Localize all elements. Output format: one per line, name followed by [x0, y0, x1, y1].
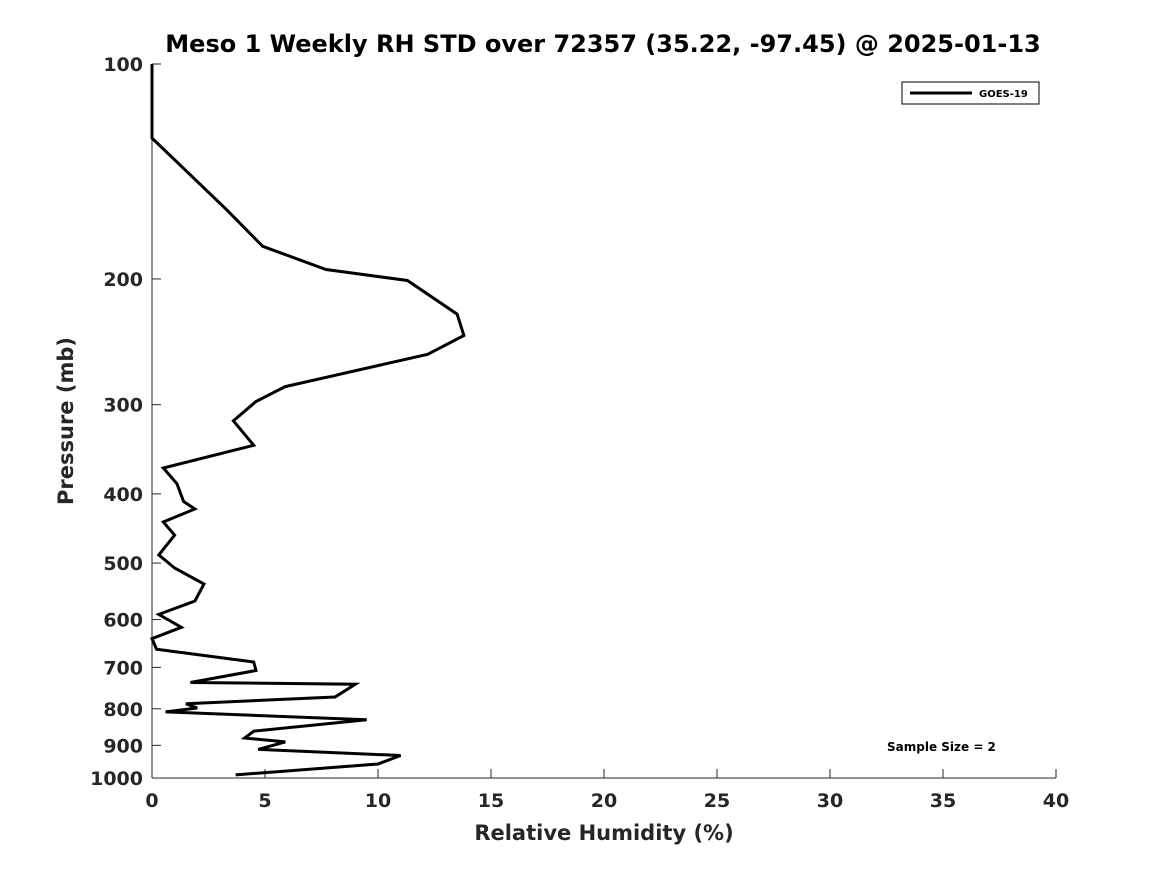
y-tick-label: 700 — [103, 657, 143, 679]
series-layer — [150, 64, 466, 777]
legend-label: GOES-19 — [979, 89, 1028, 100]
x-tick-label: 20 — [591, 790, 617, 812]
y-tick-label: 600 — [103, 610, 143, 632]
y-axis-label: Pressure (mb) — [54, 337, 78, 505]
y-tick-label: 400 — [103, 484, 143, 506]
legend: GOES-19 — [901, 81, 1040, 105]
x-tick-label: 30 — [817, 790, 843, 812]
x-axis: 0 5 10 15 20 25 30 35 40 — [145, 769, 1069, 812]
y-tick-label: 200 — [103, 269, 143, 291]
x-tick-label: 35 — [930, 790, 956, 812]
y-tick-label: 800 — [103, 699, 143, 721]
x-tick-label: 15 — [478, 790, 504, 812]
x-tick-label: 0 — [145, 790, 158, 812]
y-tick-label: 300 — [103, 395, 143, 417]
x-tick-label: 10 — [365, 790, 391, 812]
x-tick-label: 25 — [704, 790, 730, 812]
series-line-goes-19 — [150, 64, 466, 777]
y-axis: 100 200 300 400 500 600 700 800 900 1000 — [90, 54, 161, 790]
y-tick-label: 1000 — [90, 768, 143, 790]
x-tick-label: 5 — [258, 790, 271, 812]
y-tick-label: 900 — [103, 735, 143, 757]
y-tick-label: 500 — [103, 553, 143, 575]
sample-size-annotation: Sample Size = 2 — [887, 740, 996, 754]
chart-title: Meso 1 Weekly RH STD over 72357 (35.22, … — [165, 30, 1040, 58]
x-axis-label: Relative Humidity (%) — [474, 821, 733, 845]
x-tick-label: 40 — [1043, 790, 1069, 812]
y-tick-label: 100 — [103, 54, 143, 76]
